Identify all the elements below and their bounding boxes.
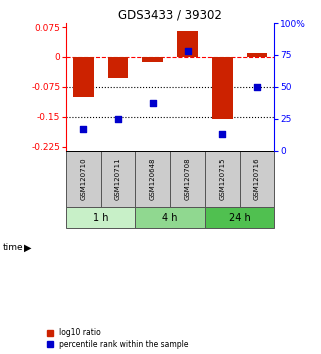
Bar: [240, 151, 274, 207]
Bar: [66, 151, 100, 207]
Text: 4 h: 4 h: [162, 213, 178, 223]
Bar: [247, 53, 267, 57]
Point: [220, 131, 225, 137]
Text: 1 h: 1 h: [93, 213, 108, 223]
Text: time: time: [3, 243, 24, 252]
Bar: [205, 207, 274, 228]
Text: GSM120710: GSM120710: [80, 158, 86, 200]
Point: [255, 84, 260, 90]
Bar: [108, 57, 128, 78]
Bar: [170, 151, 205, 207]
Bar: [135, 207, 205, 228]
Legend: log10 ratio, percentile rank within the sample: log10 ratio, percentile rank within the …: [46, 327, 190, 350]
Text: GSM120715: GSM120715: [219, 158, 225, 200]
Bar: [142, 57, 163, 62]
Text: ▶: ▶: [24, 243, 31, 253]
Bar: [212, 57, 233, 119]
Bar: [177, 31, 198, 57]
Point: [81, 126, 86, 132]
Title: GDS3433 / 39302: GDS3433 / 39302: [118, 9, 222, 22]
Bar: [100, 151, 135, 207]
Text: GSM120648: GSM120648: [150, 158, 156, 200]
Point: [115, 116, 120, 122]
Text: GSM120708: GSM120708: [185, 158, 191, 200]
Bar: [205, 151, 240, 207]
Text: 24 h: 24 h: [229, 213, 251, 223]
Point: [185, 48, 190, 54]
Bar: [66, 207, 135, 228]
Text: GSM120716: GSM120716: [254, 158, 260, 200]
Bar: [135, 151, 170, 207]
Point: [150, 101, 155, 106]
Bar: [73, 57, 94, 97]
Text: GSM120711: GSM120711: [115, 158, 121, 200]
